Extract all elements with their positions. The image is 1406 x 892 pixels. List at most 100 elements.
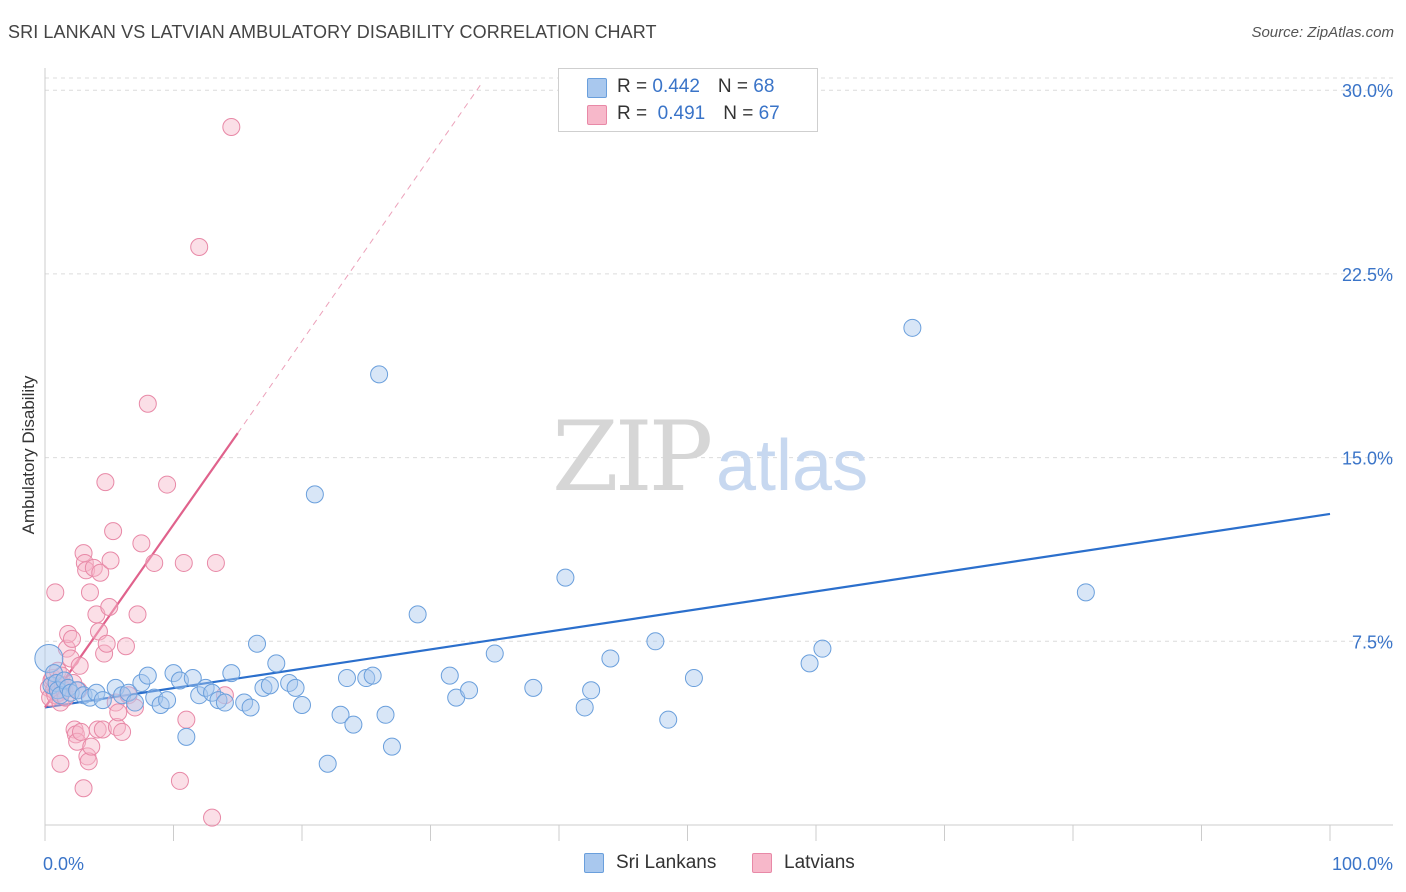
legend-n-label: N = xyxy=(723,103,759,124)
latvian-point xyxy=(80,583,99,602)
blue-swatch xyxy=(587,78,607,98)
pink-swatch xyxy=(587,105,607,125)
latvian-point xyxy=(93,720,112,739)
latvian-point xyxy=(79,752,98,771)
source-label: Source: ZipAtlas.com xyxy=(1251,24,1394,41)
sri-lankan-point xyxy=(903,318,922,337)
sri-lankan-point xyxy=(260,676,279,695)
sri-lankan-point xyxy=(524,678,543,697)
latvian-point xyxy=(158,475,177,494)
latvian-point xyxy=(206,553,225,572)
sri-lankan-point xyxy=(222,664,241,683)
blue-swatch xyxy=(584,853,604,873)
latvian-point xyxy=(88,720,107,739)
grid-lines xyxy=(45,77,1393,642)
latvian-point xyxy=(71,722,90,741)
sri-lankan-point xyxy=(582,681,601,700)
y-axis-title: Ambulatory Disability xyxy=(19,375,38,534)
watermark: ZIP atlas xyxy=(552,401,868,513)
latvian-point xyxy=(203,808,222,827)
sri-lankan-point xyxy=(132,673,151,692)
watermark-atlas: atlas xyxy=(716,426,868,506)
latvian-point xyxy=(170,771,189,790)
trend-lines xyxy=(44,82,1331,709)
latvian-point xyxy=(96,473,115,492)
y-tick-label: 22.5% xyxy=(1342,265,1393,285)
legend: R = 0.442 N = 68 R = 0.491 N = 67 xyxy=(558,68,818,132)
sri-lankan-point xyxy=(575,698,594,717)
sri-lankan-point xyxy=(51,686,70,705)
latvians-trendline-extension xyxy=(237,82,483,434)
y-tick-label: 15.0% xyxy=(1342,449,1393,469)
sri-lankan-point xyxy=(177,727,196,746)
sri-lankan-point xyxy=(34,643,64,673)
sri-lankan-point xyxy=(93,691,112,710)
latvians-trendline xyxy=(44,432,239,709)
sri-lankan-point xyxy=(556,568,575,587)
watermark-zip: ZIP xyxy=(552,401,711,513)
sri-lankan-point xyxy=(601,649,620,668)
sri-lankans-trendline xyxy=(44,512,1331,709)
sri-lankan-point xyxy=(659,710,678,729)
latvian-point xyxy=(100,598,119,617)
sri-lankan-point xyxy=(363,666,382,685)
latvian-point xyxy=(75,553,94,572)
bottom-legend-latvians: Latvians xyxy=(752,852,855,874)
latvian-point xyxy=(104,522,123,541)
sri-lankan-point xyxy=(164,664,183,683)
sri-lankan-point xyxy=(382,737,401,756)
sri-lankan-point xyxy=(646,632,665,651)
sri-lankans-points xyxy=(34,318,1095,773)
latvian-point xyxy=(138,394,157,413)
pink-swatch xyxy=(752,853,772,873)
latvian-point xyxy=(74,779,93,798)
sri-lankan-point xyxy=(800,654,819,673)
sri-lankan-point xyxy=(460,681,479,700)
latvian-point xyxy=(82,737,101,756)
latvian-point xyxy=(51,754,70,773)
legend-r-value: 0.491 xyxy=(652,103,706,124)
sri-lankan-point xyxy=(119,683,138,702)
latvian-point xyxy=(107,718,126,737)
sri-lankan-point xyxy=(267,654,286,673)
latvian-point xyxy=(46,583,65,602)
sri-lankan-point xyxy=(318,754,337,773)
latvian-point xyxy=(101,551,120,570)
legend-n-value: 67 xyxy=(758,103,780,124)
latvian-point xyxy=(177,710,196,729)
latvian-point xyxy=(190,237,209,256)
x-tick-label: 0.0% xyxy=(43,854,84,874)
bottom-legend-sri-lankans: Sri Lankans xyxy=(584,852,716,874)
sri-lankan-point xyxy=(138,666,157,685)
legend-row-sri-lankans: R = 0.442 N = 68 xyxy=(587,74,774,100)
latvian-point xyxy=(128,605,147,624)
sri-lankan-point xyxy=(485,644,504,663)
latvian-point xyxy=(174,553,193,572)
sri-lankan-point xyxy=(293,695,311,714)
latvian-point xyxy=(145,553,164,572)
latvian-point xyxy=(109,703,128,722)
sri-lankan-point xyxy=(684,669,703,688)
latvian-point xyxy=(68,732,87,751)
bottom-legend-label: Sri Lankans xyxy=(616,852,717,873)
bottom-legend-label: Latvians xyxy=(784,852,855,873)
latvian-point xyxy=(66,725,85,744)
legend-r-label: R = xyxy=(617,103,653,124)
sri-lankan-point xyxy=(337,669,356,688)
chart-title: SRI LANKAN VS LATVIAN AMBULATORY DISABIL… xyxy=(8,22,657,42)
sri-lankan-point xyxy=(408,605,427,624)
sri-lankan-point xyxy=(813,639,832,658)
sri-lankan-point xyxy=(248,634,267,653)
sri-lankan-point xyxy=(87,683,106,702)
latvian-point xyxy=(222,117,241,136)
latvian-point xyxy=(62,629,81,648)
sri-lankan-point xyxy=(344,715,363,734)
y-tick-label: 30.0% xyxy=(1342,81,1393,101)
legend-n-value: 68 xyxy=(753,76,775,97)
latvian-point xyxy=(91,563,110,582)
latvian-point xyxy=(74,544,93,563)
x-tick-label: 100.0% xyxy=(1332,854,1393,874)
sri-lankan-point xyxy=(376,705,395,724)
sri-lankan-point xyxy=(440,666,459,685)
sri-lankan-point xyxy=(203,683,222,702)
